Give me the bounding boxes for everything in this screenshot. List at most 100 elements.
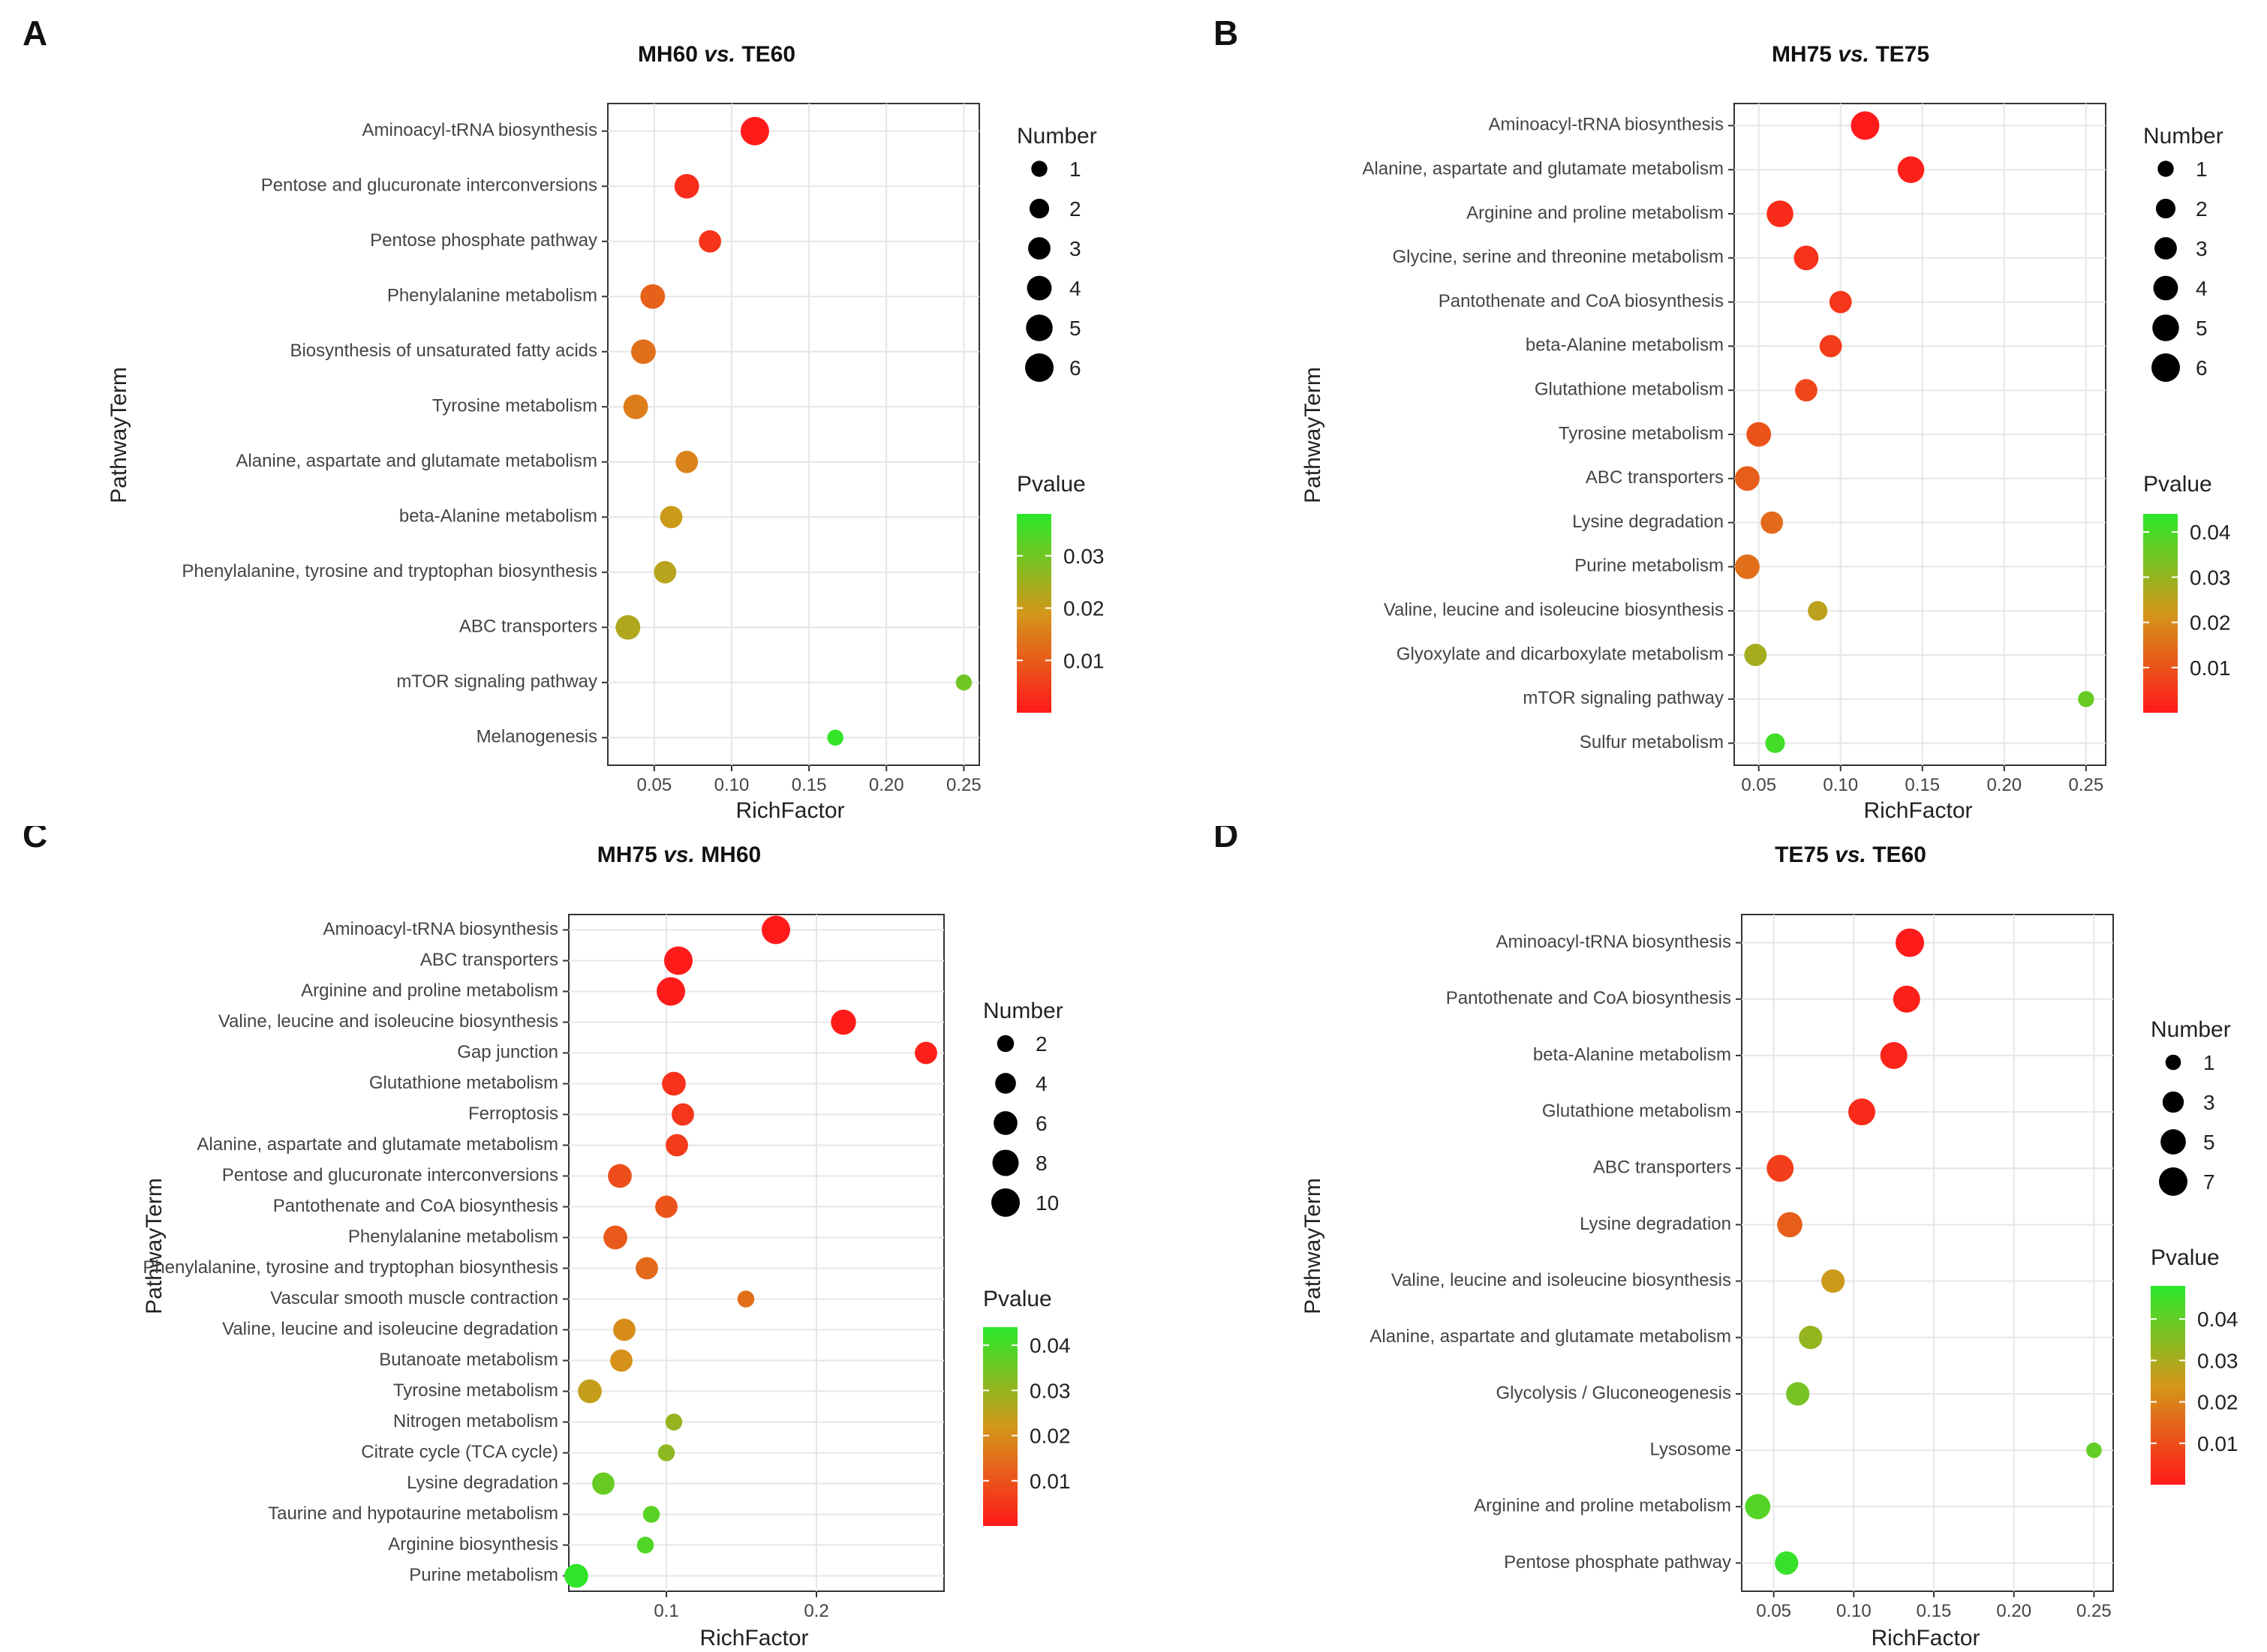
color-legend-title: Pvalue — [2143, 472, 2212, 497]
category-label: Pentose and glucuronate interconversions — [222, 1165, 558, 1185]
size-legend-dot — [994, 1111, 1018, 1135]
category-label: Lysine degradation — [1572, 512, 1724, 532]
data-point — [666, 1134, 688, 1157]
category-label: Pentose phosphate pathway — [1504, 1552, 1731, 1572]
data-point — [675, 450, 699, 473]
chart-a: A MH60 vs. TE60 PathwayTerm RichFactor 0… — [23, 14, 1105, 823]
data-point — [1775, 1551, 1799, 1575]
category-label: Arginine biosynthesis — [388, 1534, 558, 1554]
data-point — [955, 674, 973, 691]
category-label: Biosynthesis of unsaturated fatty acids — [290, 341, 597, 361]
size-legend-label: 4 — [1036, 1072, 1048, 1095]
x-tick-label: 0.05 — [637, 775, 672, 795]
size-legend-title: Number — [1017, 124, 1097, 149]
category-label: Glycine, serine and threonine metabolism — [1392, 247, 1724, 267]
x-tick-label: 0.20 — [869, 775, 904, 795]
size-legend-label: 3 — [1069, 237, 1081, 260]
color-legend-label: 0.01 — [1030, 1470, 1071, 1493]
data-point — [737, 1290, 755, 1308]
category-label: ABC transporters — [459, 617, 597, 637]
chart-c: C MH75 vs. MH60 PathwayTerm RichFactor 0… — [23, 826, 1071, 1650]
data-point — [1821, 1269, 1845, 1293]
color-legend-label: 0.04 — [1030, 1334, 1071, 1357]
chart-title: MH60 vs. TE60 — [638, 42, 795, 67]
category-label: Glyoxylate and dicarboxylate metabolism — [1397, 644, 1724, 664]
size-legend-dot — [2159, 1167, 2187, 1196]
size-legend-label: 8 — [1036, 1152, 1048, 1175]
category-label: Tyrosine metabolism — [1559, 423, 1724, 443]
category-label: Nitrogen metabolism — [393, 1411, 558, 1431]
category-label: Aminoacyl-tRNA biosynthesis — [362, 120, 597, 140]
panel-a: A MH60 vs. TE60 PathwayTerm RichFactor 0… — [0, 0, 1133, 825]
data-point — [699, 230, 722, 253]
category-label: Alanine, aspartate and glutamate metabol… — [197, 1134, 558, 1155]
data-point — [762, 915, 790, 945]
x-tick-label: 0.10 — [1823, 775, 1858, 795]
data-point — [831, 1009, 856, 1035]
x-tick-label: 0.15 — [1917, 1601, 1952, 1621]
x-tick-label: 0.10 — [1836, 1601, 1872, 1621]
color-legend-label: 0.03 — [2190, 566, 2231, 589]
color-bar — [2151, 1286, 2185, 1485]
plot-area — [568, 914, 945, 1592]
color-legend-label: 0.04 — [2197, 1308, 2238, 1331]
data-point — [1746, 422, 1772, 447]
category-label: Ferroptosis — [468, 1104, 558, 1124]
data-point — [1799, 1326, 1823, 1350]
size-legend-label: 6 — [1069, 356, 1081, 380]
panel-label: C — [23, 826, 47, 855]
x-axis-title: RichFactor — [735, 798, 844, 823]
data-point — [1766, 1155, 1794, 1182]
x-tick-label: 0.2 — [804, 1601, 828, 1621]
x-tick-label: 0.1 — [654, 1601, 678, 1621]
category-label: Alanine, aspartate and glutamate metabol… — [1370, 1326, 1731, 1347]
size-legend-label: 2 — [1036, 1032, 1048, 1056]
data-point — [1848, 1098, 1875, 1126]
color-legend-title: Pvalue — [2151, 1245, 2220, 1270]
size-legend-dot — [2155, 198, 2176, 219]
data-point — [740, 116, 769, 146]
color-bar — [983, 1327, 1018, 1526]
category-label: Phenylalanine metabolism — [387, 286, 597, 306]
category-label: Citrate cycle (TCA cycle) — [361, 1442, 558, 1462]
category-label: Lysosome — [1650, 1439, 1732, 1459]
color-legend-label: 0.01 — [1063, 649, 1105, 672]
x-tick-label: 0.25 — [2076, 1601, 2112, 1621]
category-label: Arginine and proline metabolism — [1466, 203, 1724, 223]
data-point — [1893, 985, 1920, 1013]
data-point — [665, 1413, 683, 1431]
size-legend-title: Number — [2151, 1017, 2231, 1042]
color-legend-label: 0.04 — [2190, 521, 2231, 544]
category-label: Phenylalanine, tyrosine and tryptophan b… — [143, 1257, 558, 1278]
data-point — [674, 173, 699, 199]
x-tick-label: 0.10 — [714, 775, 750, 795]
category-label: Phenylalanine metabolism — [348, 1227, 558, 1247]
category-label: ABC transporters — [1586, 467, 1724, 488]
size-legend-label: 3 — [2196, 237, 2208, 260]
size-legend-dot — [2160, 1129, 2186, 1155]
size-legend-dot — [995, 1073, 1016, 1094]
data-point — [1819, 335, 1842, 358]
size-legend-dot — [1026, 314, 1053, 341]
category-label: Arginine and proline metabolism — [301, 981, 558, 1001]
size-legend-dot — [2154, 237, 2177, 260]
category-label: Taurine and hypotaurine metabolism — [268, 1503, 558, 1524]
data-point — [660, 506, 683, 529]
category-label: ABC transporters — [420, 950, 558, 970]
x-tick-label: 0.15 — [792, 775, 827, 795]
data-point — [657, 1444, 675, 1461]
chart-b: B MH75 vs. TE75 PathwayTerm RichFactor 0… — [1213, 14, 2231, 823]
data-point — [664, 946, 693, 975]
size-legend-label: 5 — [1069, 317, 1081, 340]
size-legend-label: 5 — [2196, 317, 2208, 340]
data-point — [640, 284, 666, 309]
size-legend-dot — [2162, 1091, 2184, 1113]
category-label: Lysine degradation — [1580, 1214, 1731, 1234]
data-point — [613, 1318, 636, 1341]
size-legend-label: 6 — [1036, 1112, 1048, 1135]
color-legend-label: 0.01 — [2197, 1432, 2238, 1455]
y-axis-title: PathwayTerm — [142, 1178, 167, 1314]
y-axis-title: PathwayTerm — [1300, 1178, 1325, 1314]
x-tick-label: 0.20 — [1996, 1601, 2031, 1621]
size-legend-label: 7 — [2203, 1170, 2215, 1194]
